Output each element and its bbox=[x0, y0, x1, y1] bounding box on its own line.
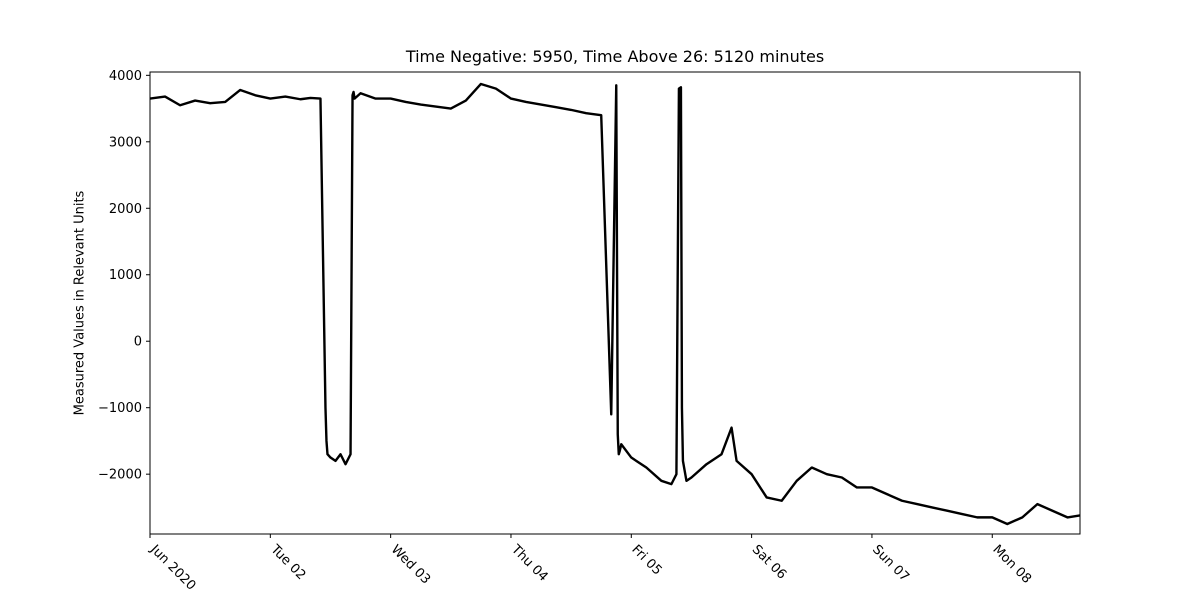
y-tick-label: 1000 bbox=[109, 268, 142, 283]
y-tick-label: 3000 bbox=[109, 135, 142, 150]
x-tick-label: Wed 03 bbox=[388, 542, 433, 587]
y-tick-label: −2000 bbox=[98, 468, 142, 483]
x-tick-label: Thu 04 bbox=[507, 542, 550, 585]
x-tick-label: Tue 02 bbox=[267, 542, 309, 584]
y-tick-label: 2000 bbox=[109, 202, 142, 217]
y-tick-label: 4000 bbox=[109, 69, 142, 84]
y-tick-label: 0 bbox=[134, 335, 142, 350]
x-tick-label: Sat 06 bbox=[749, 542, 789, 582]
series-line-0 bbox=[150, 82, 1080, 526]
x-tick-label: Jun 2020 bbox=[146, 542, 198, 594]
x-tick-label: Mon 08 bbox=[989, 542, 1034, 587]
data-layer bbox=[150, 82, 1080, 526]
x-tick-label: Fri 05 bbox=[628, 542, 664, 578]
y-tick-label: −1000 bbox=[98, 401, 142, 416]
axes-layer: −2000 −1000 0 1000 2000 3000 4000 Jun 2020 Tue 0… bbox=[98, 69, 1081, 594]
chart-title: Time Negative: 5950, Time Above 26: 5120… bbox=[405, 47, 825, 66]
x-tick-label: Sun 07 bbox=[869, 542, 912, 585]
axes-frame bbox=[149, 71, 1081, 535]
